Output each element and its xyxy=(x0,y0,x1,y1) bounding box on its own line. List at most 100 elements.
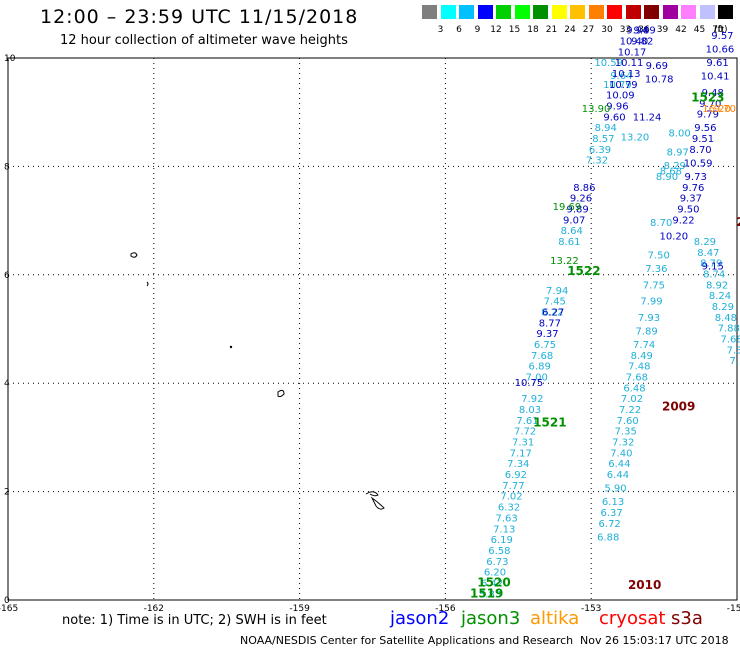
lon-tick-label: -162 xyxy=(144,604,164,614)
wave-height-label: 7.63 xyxy=(496,513,518,524)
wave-height-label: 10.79 xyxy=(609,80,638,91)
lon-tick-label: -153 xyxy=(581,604,601,614)
color-swatch xyxy=(477,5,493,19)
axis-tick-labels: -165 -162 -159 -156 -153 -150 0 2 4 6 8 10 xyxy=(0,54,740,614)
wave-height-label: 10.11 xyxy=(615,58,644,69)
color-swatch xyxy=(625,5,641,19)
lat-tick-label: 2 xyxy=(4,488,10,498)
lat-tick-label: 8 xyxy=(4,162,10,172)
island-outline xyxy=(365,491,385,510)
wave-height-label: 8.97 xyxy=(667,148,689,159)
pass-number-label: 1520 xyxy=(477,575,510,589)
wave-height-label: 7.99 xyxy=(640,297,662,308)
lat-tick-label: 0 xyxy=(4,596,10,606)
wave-height-label: 8.79 xyxy=(700,259,722,270)
color-scale-label: 70 xyxy=(712,25,724,35)
color-scale-label: 12 xyxy=(490,25,502,35)
wave-height-label: 9.79 xyxy=(697,110,719,121)
color-swatch xyxy=(459,5,474,19)
wave-height-label: 7.3 xyxy=(730,356,740,367)
wave-height-label: 7.94 xyxy=(546,286,568,297)
wave-height-label: 6.75 xyxy=(534,340,556,351)
wave-height-label: 8.92 xyxy=(706,280,728,291)
wave-height-label: 5.90 xyxy=(604,484,626,495)
wave-height-label: 8.74 xyxy=(703,270,725,281)
wave-height-label: 10.59 xyxy=(594,58,623,69)
wave-height-label: 6.58 xyxy=(488,546,510,557)
color-swatch xyxy=(588,5,604,19)
color-scale-label: 36 xyxy=(638,25,650,35)
wave-height-label: 10.20 xyxy=(659,232,688,243)
wave-height-label: 11.24 xyxy=(633,112,662,123)
wave-height-label: 7.17 xyxy=(510,448,532,459)
wave-height-label: 7.77 xyxy=(502,481,524,492)
color-scale-label: 24 xyxy=(564,25,576,35)
wave-height-label: 8.94 xyxy=(595,123,617,134)
wave-height-label: 6.32 xyxy=(498,503,520,514)
wave-height-label: 9.22 xyxy=(672,215,694,226)
wave-height-label: 7.50 xyxy=(648,251,670,262)
wave-height-label: 16.20 xyxy=(702,104,731,115)
wave-height-label: 7.32 xyxy=(612,438,634,449)
wave-height-label: 10.40 xyxy=(620,36,649,47)
wave-height-label: 7.72 xyxy=(514,427,536,438)
lat-tick-label: 4 xyxy=(4,379,10,389)
wave-height-label: 8.29 xyxy=(694,237,716,248)
wave-height-label: 9.50 xyxy=(677,204,699,215)
wave-height-labels: 5.836.426.206.736.586.197.137.636.327.02… xyxy=(479,26,740,601)
wave-height-label: 7.02 xyxy=(621,394,643,405)
wave-height-label: 6.39 xyxy=(589,145,611,156)
wave-height-label: 8.22 xyxy=(541,307,563,318)
wave-height-label: 10.59 xyxy=(684,158,713,169)
wave-height-label: 9.94 xyxy=(626,26,648,37)
wave-height-label: 7.34 xyxy=(507,459,529,470)
color-swatch xyxy=(681,5,696,19)
wave-height-label: 9.26 xyxy=(570,194,592,205)
wave-height-label: 9.89 xyxy=(634,26,656,37)
wave-height-label: 10.41 xyxy=(701,72,730,83)
wave-height-label: 10.17 xyxy=(618,47,647,58)
wave-height-label: 7.31 xyxy=(512,438,534,449)
wave-height-label: 9.56 xyxy=(694,123,716,134)
wave-height-label: 9.51 xyxy=(692,134,714,145)
wave-height-label: 9.37 xyxy=(680,194,702,205)
legend-jason3: jason3 xyxy=(461,608,521,629)
lat-tick-label: 10 xyxy=(4,54,16,64)
wave-height-label: 10.09 xyxy=(606,91,635,102)
pass-number-label: 1523 xyxy=(691,90,724,104)
color-swatch xyxy=(551,5,567,19)
wave-height-label: 8.29 xyxy=(712,302,734,313)
map-gridlines xyxy=(8,58,737,600)
wave-height-label: 8.90 xyxy=(656,172,678,183)
wave-height-label: 7.22 xyxy=(619,405,641,416)
legend-altika: altika xyxy=(530,608,580,629)
legend-jason2: jason2 xyxy=(390,608,450,629)
wave-height-label: 6.27 xyxy=(542,307,564,318)
wave-height-label: 7.35 xyxy=(615,427,637,438)
pass-number-label: 200 xyxy=(737,215,740,229)
color-swatch xyxy=(718,5,733,19)
wave-height-label: 10.66 xyxy=(706,45,735,56)
wave-height-label: 9.96 xyxy=(606,101,628,112)
island-outline xyxy=(229,345,233,349)
wave-height-label: 6.88 xyxy=(597,532,619,543)
color-swatch xyxy=(514,5,530,19)
color-scale-label: 21 xyxy=(545,25,558,35)
map-frame xyxy=(7,57,738,601)
wave-height-label: 8.70 xyxy=(689,145,711,156)
lon-tick-label: -150 xyxy=(727,604,740,614)
color-scale-label: 3 xyxy=(437,25,444,35)
wave-height-label: 10.13 xyxy=(612,69,641,80)
wave-height-label: 7.68 xyxy=(626,372,648,383)
wave-height-label: 7.36 xyxy=(645,264,667,275)
wave-height-label: 9.89 xyxy=(566,204,588,215)
color-scale-label: 27 xyxy=(582,25,595,35)
wave-height-label: 8.77 xyxy=(539,318,561,329)
wave-height-label: 9.61 xyxy=(706,58,728,69)
wave-height-label: 9.70 xyxy=(699,99,721,110)
pass-number-label: 2010 xyxy=(628,578,661,592)
wave-height-label: 13.90 xyxy=(582,104,611,115)
wave-height-label: 7.68 xyxy=(721,335,740,346)
legend-cryosat: cryosat xyxy=(599,608,666,629)
